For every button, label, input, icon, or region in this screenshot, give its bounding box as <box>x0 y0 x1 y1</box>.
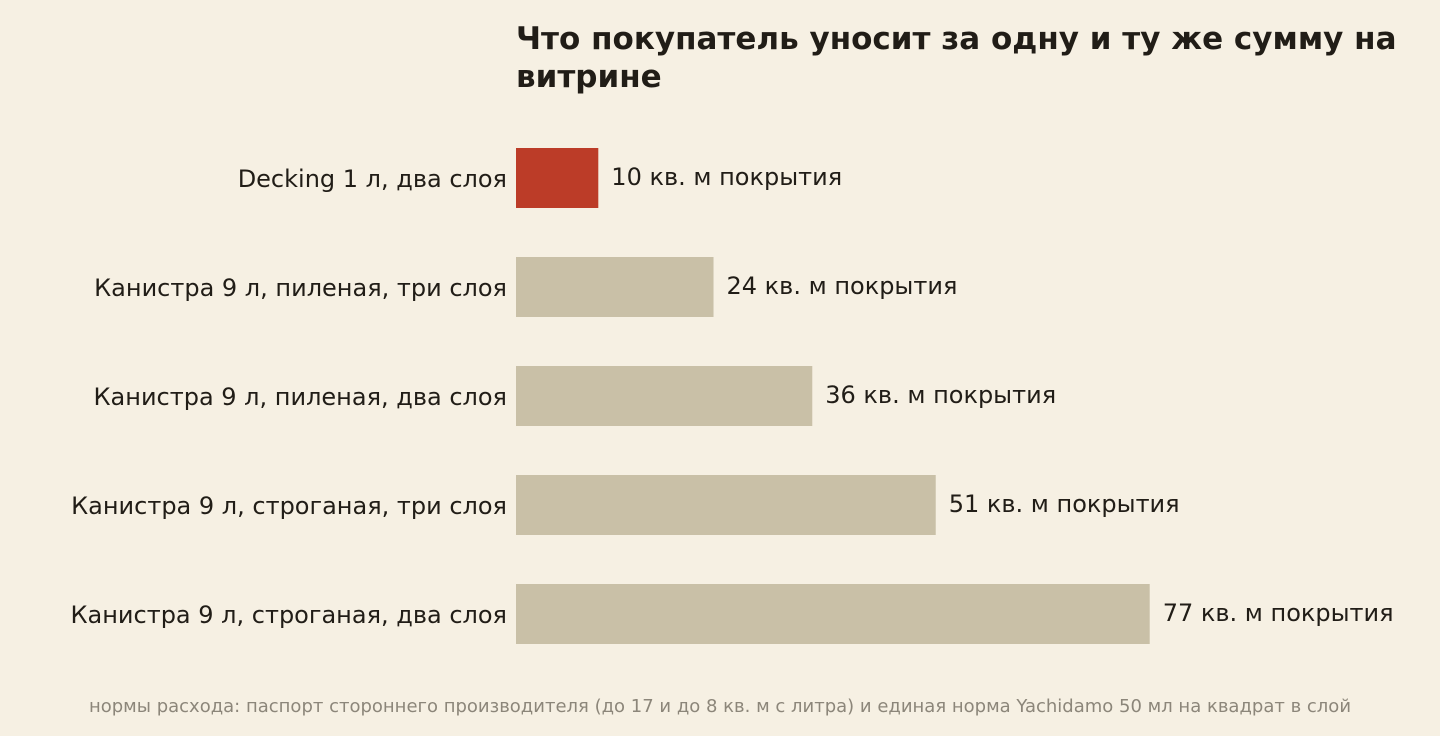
value-label-3: 36 кв. м покрытия <box>825 381 1056 409</box>
value-label-5: 77 кв. м покрытия <box>1163 599 1394 627</box>
bars-layer <box>516 148 1150 644</box>
category-label-1: Decking 1 л, два слоя <box>238 165 507 193</box>
category-label-5: Канистра 9 л, строганая, два слоя <box>70 601 507 629</box>
chart-title: Что покупатель уносит за одну и ту же су… <box>516 21 1397 95</box>
bar-4 <box>516 475 936 535</box>
bar-2 <box>516 257 714 317</box>
bar-3 <box>516 366 813 426</box>
category-label-2: Канистра 9 л, пиленая, три слоя <box>94 274 507 302</box>
category-label-3: Канистра 9 л, пиленая, два слоя <box>94 383 508 411</box>
value-labels: 10 кв. м покрытия 24 кв. м покрытия 36 кв.… <box>611 163 1393 627</box>
bar-1 <box>516 148 599 208</box>
category-label-4: Канистра 9 л, строганая, три слоя <box>71 492 507 520</box>
value-label-2: 24 кв. м покрытия <box>727 272 958 300</box>
footnote: нормы расхода: паспорт стороннего произв… <box>88 696 1352 717</box>
value-label-4: 51 кв. м покрытия <box>949 490 1180 518</box>
category-labels: Decking 1 л, два слоя Канистра 9 л, пилен… <box>70 165 507 629</box>
bar-5 <box>516 584 1150 644</box>
value-label-1: 10 кв. м покрытия <box>611 163 842 191</box>
